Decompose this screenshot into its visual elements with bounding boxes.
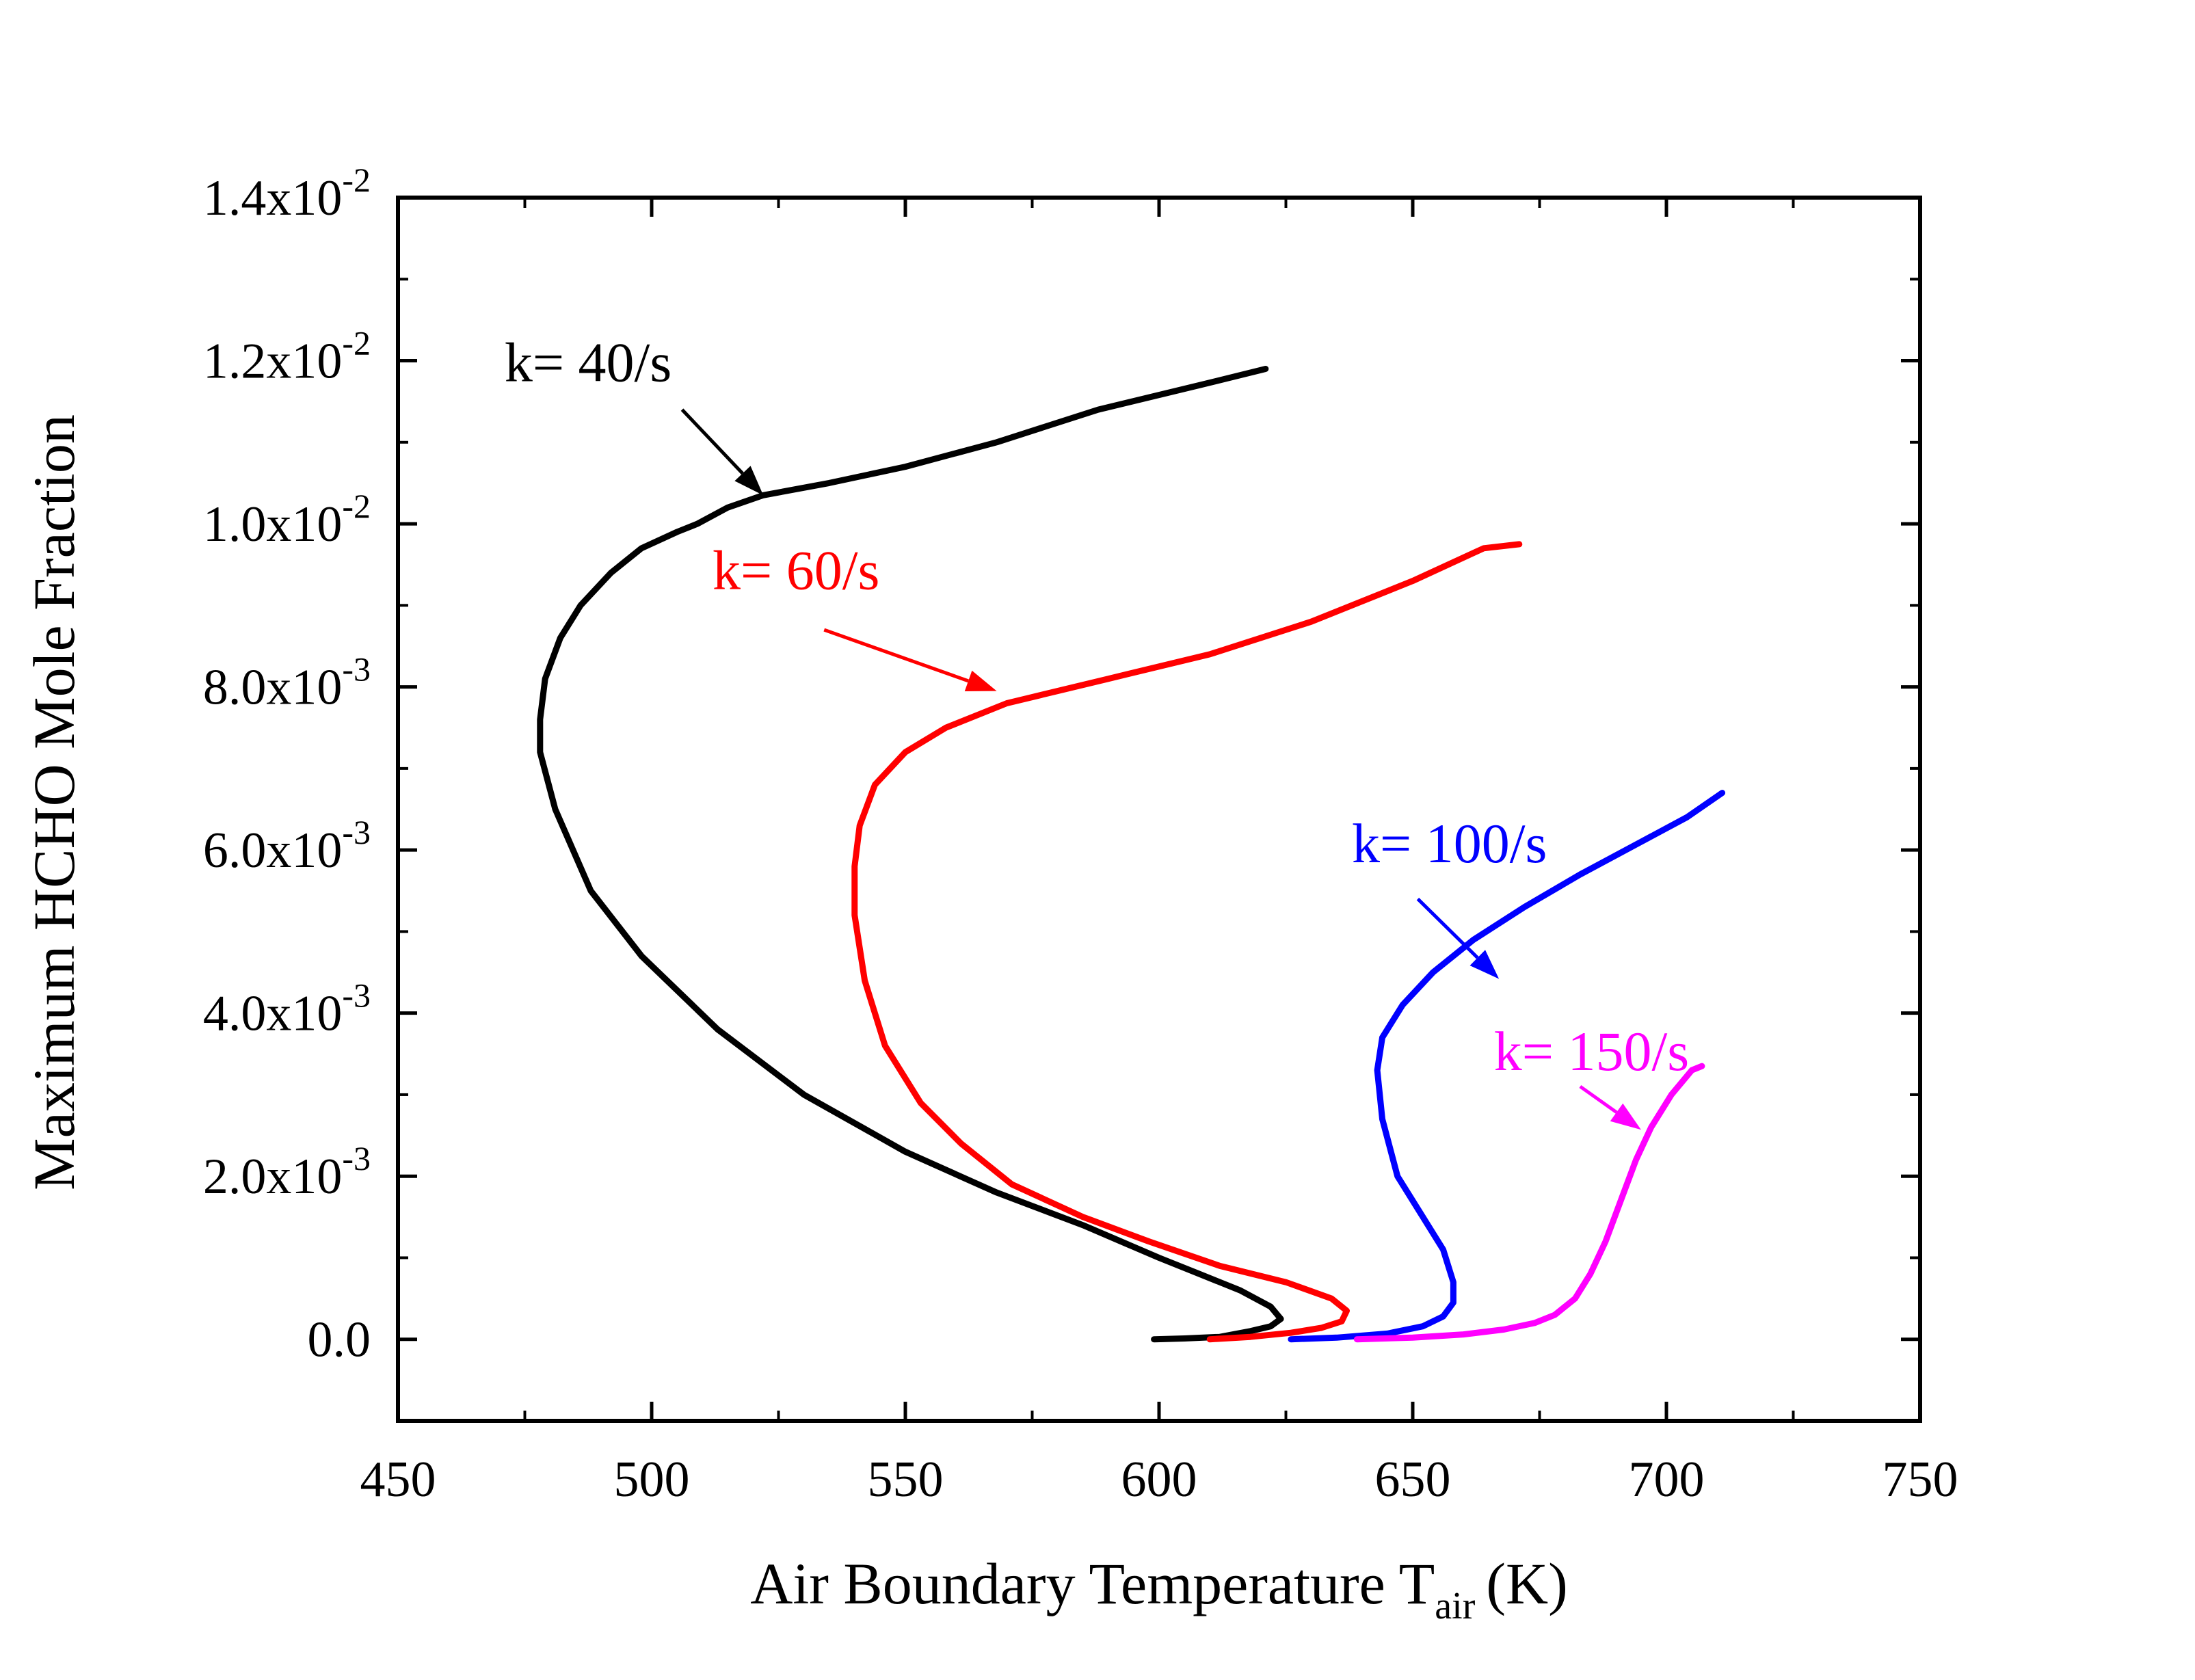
- x-axis-title-main: Air Boundary Temperature T: [750, 1551, 1435, 1616]
- series-label-2: k= 100/s: [1352, 812, 1547, 875]
- annotation-arrow-2: [1416, 897, 1479, 959]
- series-line-3: [1353, 1063, 1705, 1343]
- series-line-0: [537, 366, 1284, 1343]
- x-tick-label: 600: [1121, 1452, 1197, 1508]
- y-tick-label: 6.0x10-3: [203, 813, 371, 879]
- x-axis-title: Air Boundary Temperature Tair (K): [750, 1551, 1567, 1627]
- y-tick-label: 8.0x10-3: [203, 650, 371, 716]
- series-layer: [537, 366, 1726, 1343]
- plot-frame: [396, 196, 1922, 1423]
- y-tick-label: 4.0x10-3: [203, 976, 371, 1042]
- y-axis-title: Maximum HCHO Mole Fraction: [21, 414, 87, 1190]
- series-line-1: [851, 541, 1523, 1343]
- series-label-3: k= 150/s: [1494, 1020, 1689, 1082]
- y-tick-label: 2.0x10-3: [203, 1139, 371, 1205]
- x-tick-label: 700: [1629, 1452, 1705, 1508]
- x-tick-label: 550: [868, 1452, 944, 1508]
- y-tick-label: 1.0x10-2: [203, 487, 371, 552]
- annotation-arrowhead-1: [964, 670, 997, 691]
- y-tick-label: 1.4x10-2: [203, 161, 371, 226]
- y-tick-label: 1.2x10-2: [203, 324, 371, 390]
- annotation-layer: k= 40/s k= 60/s k= 100/s k= 150/s: [505, 331, 1689, 1130]
- x-tick-label: 500: [614, 1452, 690, 1508]
- annotation-arrowhead-3: [1610, 1103, 1641, 1130]
- x-tick-label: 650: [1375, 1452, 1451, 1508]
- series-label-0: k= 40/s: [505, 331, 671, 393]
- series-label-1: k= 60/s: [713, 539, 879, 601]
- annotation-arrow-1: [823, 628, 969, 683]
- x-tick-label: 450: [360, 1452, 436, 1508]
- annotation-arrow-0: [680, 408, 744, 475]
- series-line-2: [1288, 790, 1726, 1343]
- x-tick-label: 750: [1883, 1452, 1958, 1508]
- x-axis-title-unit: (K): [1486, 1551, 1567, 1616]
- tick-labels: 450 500 550 600 650 700 750 0.0 2.0x10-3 4.0x10-3…: [203, 161, 1958, 1508]
- annotation-arrowhead-2: [1469, 950, 1500, 979]
- annotation-arrow-3: [1579, 1084, 1618, 1114]
- annotation-arrowhead-0: [734, 466, 764, 496]
- x-axis-title-sub: air: [1435, 1585, 1475, 1627]
- y-tick-label: 0.0: [308, 1312, 371, 1368]
